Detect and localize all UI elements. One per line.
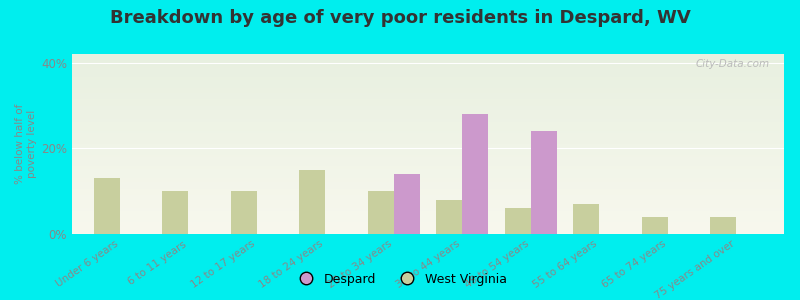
Bar (436, 200, 462, 234)
Legend: Despard, West Virginia: Despard, West Virginia (289, 268, 511, 291)
Bar (162, 191, 188, 234)
Bar (368, 191, 394, 234)
Text: Breakdown by age of very poor residents in Despard, WV: Breakdown by age of very poor residents … (110, 9, 690, 27)
Bar (642, 217, 668, 234)
Bar (573, 204, 599, 234)
Text: City-Data.com: City-Data.com (696, 59, 770, 69)
Bar (505, 208, 530, 234)
Bar (299, 170, 326, 234)
Bar (94, 178, 120, 234)
Bar (231, 191, 257, 234)
Bar (394, 174, 420, 234)
Bar (710, 217, 736, 234)
Bar (530, 131, 557, 234)
Y-axis label: % below half of
poverty level: % below half of poverty level (15, 104, 37, 184)
Bar (462, 114, 488, 234)
